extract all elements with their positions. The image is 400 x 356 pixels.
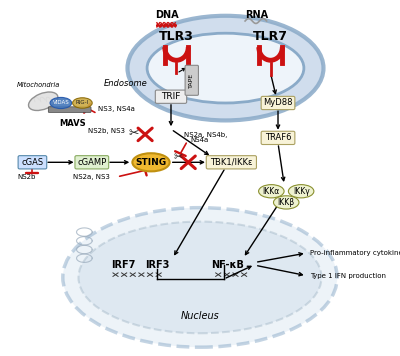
Text: TAPE: TAPE <box>189 73 194 88</box>
Ellipse shape <box>288 185 314 198</box>
FancyBboxPatch shape <box>261 131 295 145</box>
Text: IKKα: IKKα <box>263 187 280 196</box>
Ellipse shape <box>259 185 284 198</box>
Ellipse shape <box>147 33 304 103</box>
Ellipse shape <box>28 92 58 110</box>
Text: TRIF: TRIF <box>161 92 181 101</box>
Ellipse shape <box>63 208 337 347</box>
Text: NS3, NS4a: NS3, NS4a <box>98 106 135 112</box>
Text: IKKγ: IKKγ <box>293 187 310 196</box>
Text: NS4a: NS4a <box>190 137 208 143</box>
FancyBboxPatch shape <box>185 65 198 95</box>
FancyBboxPatch shape <box>206 156 256 169</box>
Text: VIDAS: VIDAS <box>52 100 69 105</box>
Text: TRAF6: TRAF6 <box>265 134 291 142</box>
Text: Pro-inflammatory cytokines: Pro-inflammatory cytokines <box>310 250 400 256</box>
Text: cGAMP: cGAMP <box>77 158 106 167</box>
Text: RIG-I: RIG-I <box>76 100 89 105</box>
Text: NS2a, NS4b,: NS2a, NS4b, <box>184 132 228 138</box>
Text: IRF7: IRF7 <box>111 260 136 270</box>
Ellipse shape <box>274 196 299 209</box>
Text: TLR7: TLR7 <box>253 30 288 43</box>
Text: Type 1 IFN production: Type 1 IFN production <box>310 273 386 279</box>
Ellipse shape <box>132 153 170 171</box>
Text: IKKβ: IKKβ <box>278 198 295 207</box>
Text: Endosome: Endosome <box>104 79 147 88</box>
Text: ✂: ✂ <box>128 127 139 140</box>
Text: NS2a, NS3: NS2a, NS3 <box>73 174 110 180</box>
Ellipse shape <box>128 16 324 120</box>
FancyBboxPatch shape <box>18 156 47 169</box>
Text: RNA: RNA <box>245 10 268 20</box>
Text: Nucleus: Nucleus <box>181 311 219 321</box>
Text: MyD88: MyD88 <box>263 99 293 108</box>
FancyBboxPatch shape <box>75 156 109 169</box>
Text: NS2b: NS2b <box>18 174 36 180</box>
Text: Mitochondria: Mitochondria <box>17 82 60 88</box>
Text: IRF3: IRF3 <box>145 260 169 270</box>
Text: TBK1/IKKε: TBK1/IKKε <box>210 158 253 167</box>
Text: NF-κB: NF-κB <box>211 260 244 270</box>
FancyBboxPatch shape <box>261 96 295 110</box>
Ellipse shape <box>50 98 72 109</box>
Ellipse shape <box>78 221 322 333</box>
FancyBboxPatch shape <box>155 90 187 103</box>
Text: TLR3: TLR3 <box>159 30 194 43</box>
Text: DNA: DNA <box>155 10 178 20</box>
Text: cGAS: cGAS <box>21 158 44 167</box>
Text: NS2b, NS3: NS2b, NS3 <box>88 128 125 134</box>
Text: ✂: ✂ <box>174 152 183 162</box>
Text: MAVS: MAVS <box>59 119 86 129</box>
Text: STING: STING <box>136 158 166 167</box>
Ellipse shape <box>73 98 92 108</box>
FancyBboxPatch shape <box>48 107 91 112</box>
